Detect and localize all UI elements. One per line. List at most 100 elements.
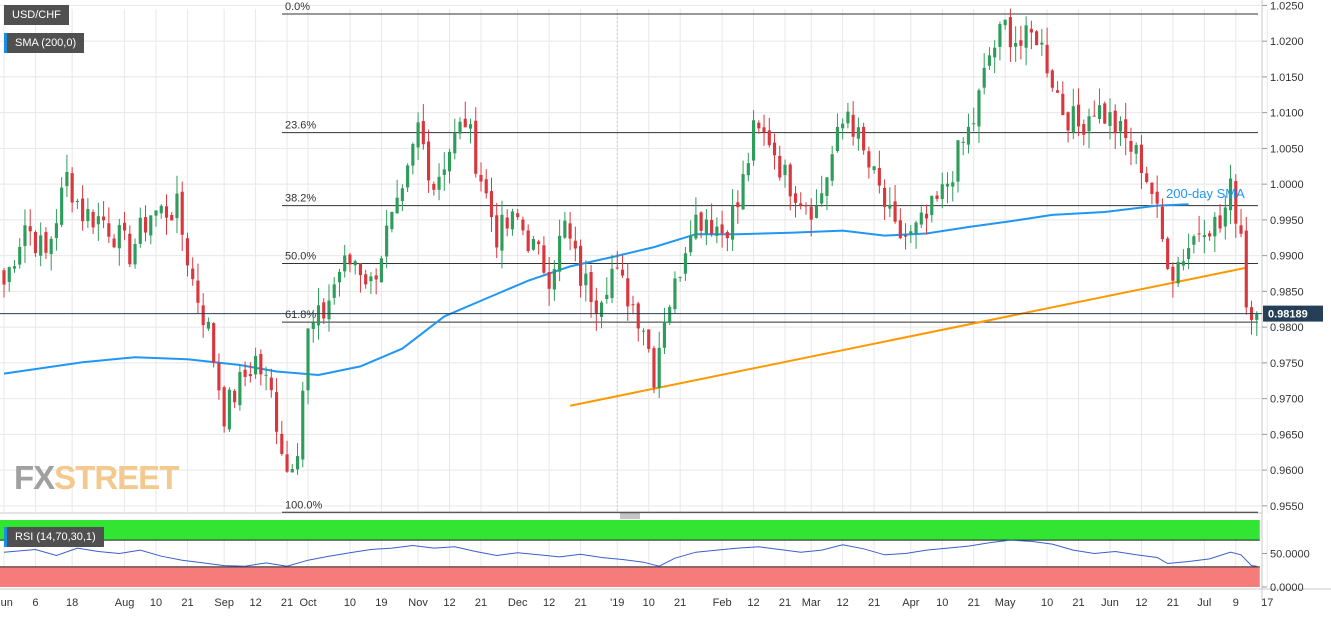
candle (332, 276, 336, 305)
candle (1103, 101, 1107, 124)
candle (1202, 219, 1206, 254)
candle (867, 146, 871, 179)
candle (337, 268, 342, 297)
rsi-tag[interactable]: RSI (14,70,30,1) (4, 527, 104, 547)
watermark-street: STREET (54, 459, 179, 496)
candle (552, 260, 556, 301)
candle (1197, 215, 1201, 242)
candle (269, 368, 273, 398)
candle (259, 349, 263, 386)
candle (1082, 119, 1086, 146)
candle (610, 254, 614, 304)
candle (489, 177, 494, 232)
price-tick-label: 0.9750 (1270, 358, 1304, 370)
rsi-oversold-zone (0, 566, 1260, 587)
fib-level-label: 61.8% (285, 309, 316, 321)
fib-level-label: 38.2% (285, 193, 316, 205)
candle (311, 309, 315, 343)
candle (683, 246, 687, 281)
candle (369, 272, 373, 295)
candle (196, 263, 200, 314)
candle (793, 186, 798, 218)
time-tick-label: 21 (574, 597, 586, 609)
candle (18, 238, 22, 269)
candle (81, 185, 85, 231)
candle (175, 175, 179, 234)
candle (1019, 25, 1023, 60)
time-tick-label: 18 (66, 597, 78, 609)
candle (1050, 69, 1054, 92)
rsi-label: RSI (14,70,30,1) (15, 531, 96, 543)
candle (468, 118, 473, 144)
candle (301, 381, 305, 468)
indicator-color-bar (4, 33, 7, 53)
candle (295, 443, 300, 476)
candle (809, 198, 813, 237)
candle (814, 189, 819, 219)
candle (579, 239, 583, 298)
candle (248, 362, 252, 383)
candle (998, 21, 1002, 61)
time-tick-label: 21 (968, 597, 980, 609)
price-tick-label: 1.0250 (1270, 0, 1304, 12)
price-tick-label: 0.9950 (1270, 215, 1304, 227)
candle (170, 211, 174, 221)
time-tick-label: Mar (802, 597, 821, 609)
candle (835, 113, 839, 153)
candle (1223, 195, 1227, 240)
candle (846, 102, 850, 129)
candle (778, 145, 782, 181)
indicator-tag[interactable]: SMA (200,0) (4, 33, 85, 53)
rsi-color-bar (4, 527, 7, 547)
candle (673, 271, 677, 315)
candle (28, 209, 32, 246)
symbol-tag[interactable]: USD/CHF (4, 5, 69, 25)
candle (1061, 81, 1065, 116)
candle (474, 107, 478, 178)
candle (154, 210, 158, 227)
time-tick-label: Feb (713, 597, 732, 609)
candle (212, 322, 216, 368)
candle (143, 205, 148, 242)
time-tick-label: 6 (32, 597, 38, 609)
price-tick-label: 0.9700 (1270, 394, 1304, 406)
candle (91, 209, 95, 235)
support-trendline[interactable] (569, 266, 1247, 407)
candle (117, 218, 121, 266)
candle (930, 195, 934, 223)
candle (379, 255, 383, 283)
candle (919, 206, 923, 229)
candle (615, 251, 619, 270)
candle (1244, 216, 1248, 315)
candle (1035, 30, 1039, 46)
candle (631, 295, 635, 315)
candle (164, 194, 169, 235)
candle (44, 227, 48, 260)
rsi-overbought-zone (0, 520, 1260, 541)
candle (510, 208, 515, 236)
candle (400, 184, 404, 212)
candle (1228, 164, 1233, 225)
candle (285, 440, 289, 473)
time-tick-label: 12 (443, 597, 455, 609)
candle (159, 204, 163, 219)
candle (122, 211, 127, 241)
candle (636, 301, 640, 342)
candle (238, 364, 242, 411)
candle (447, 148, 452, 184)
candle (358, 262, 363, 293)
candle (390, 211, 394, 233)
candle (736, 190, 740, 224)
candle (972, 107, 976, 132)
candle (856, 117, 860, 151)
candle (1108, 98, 1112, 140)
time-tick-label: 12 (543, 597, 555, 609)
candle (935, 191, 939, 202)
candle (940, 172, 944, 209)
candle (1255, 311, 1259, 336)
candle (374, 268, 378, 295)
fib-level-label: 0.0% (285, 1, 310, 13)
price-tick-label: 1.0050 (1270, 143, 1304, 155)
candle (437, 163, 441, 201)
